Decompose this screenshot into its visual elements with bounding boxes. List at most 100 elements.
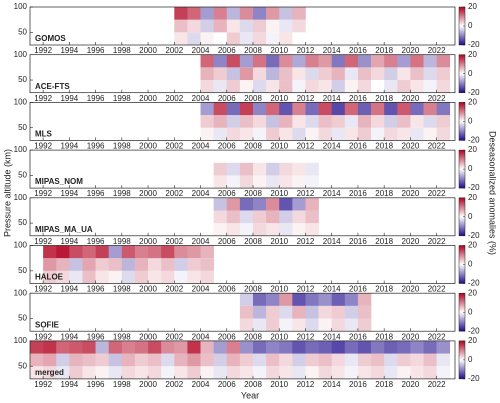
heatmap-cell [371, 115, 385, 128]
heatmap-cell [239, 175, 254, 189]
heatmap-cell [292, 102, 306, 116]
x-tick-label: 2010 [270, 94, 288, 103]
heatmap-cell [305, 293, 319, 306]
heatmap-cell [279, 102, 293, 116]
x-tick-label: 1994 [60, 380, 78, 389]
colorbar-tick-label: -20 [468, 183, 480, 192]
x-tick-label: 2014 [323, 237, 341, 246]
colorbar-tick-label: 0 [468, 69, 473, 78]
heatmap-cell [305, 162, 319, 176]
x-tick-label: 2016 [349, 189, 367, 198]
y-axis-label: Pressure altitude (km) [2, 149, 12, 237]
heatmap-cell [292, 223, 306, 236]
heatmap-cell [213, 366, 228, 379]
heatmap-cell [134, 258, 149, 271]
heatmap-cell [344, 318, 359, 332]
colorbar-tick-label: 20 [468, 2, 477, 11]
y-tick-label: 100 [14, 193, 28, 202]
heatmap-cell [266, 115, 280, 128]
heatmap-cell [239, 197, 254, 211]
heatmap-cell [108, 340, 123, 354]
heatmap-cell [121, 258, 136, 271]
heatmap-cell [213, 127, 228, 141]
panel-name: MLS [35, 130, 53, 139]
heatmap-cell [69, 270, 83, 284]
panel-name: GOMOS [35, 34, 66, 43]
heatmap-cell [357, 305, 372, 319]
x-tick-label: 2018 [375, 285, 393, 294]
heatmap-cell [318, 366, 332, 379]
colorbar-tick-label: 0 [468, 355, 473, 364]
heatmap-cell [397, 353, 411, 367]
heatmap-cell [266, 162, 280, 176]
x-tick-label: 1998 [113, 237, 131, 246]
x-tick-label: 2018 [375, 94, 393, 103]
heatmap-cell [292, 305, 306, 319]
heatmap-cell [252, 32, 267, 45]
heatmap-cell [436, 115, 451, 128]
heatmap-cell [134, 366, 149, 379]
x-tick-label: 1996 [87, 332, 105, 341]
x-tick-label: 1996 [87, 237, 105, 246]
heatmap-cell [266, 197, 280, 211]
x-tick-label: 2022 [428, 46, 446, 55]
x-tick-label: 1998 [113, 285, 131, 294]
heatmap-cell [239, 162, 254, 176]
y-tick-label: 100 [14, 50, 28, 59]
x-tick-label: 2008 [244, 332, 262, 341]
y-tick-label: 100 [14, 98, 28, 107]
heatmap-cell [279, 175, 293, 189]
x-tick-label: 2020 [402, 46, 420, 55]
heatmap-cell [187, 7, 201, 20]
heatmap-cell [423, 340, 437, 354]
y-tick-label: 50 [18, 361, 27, 370]
heatmap-cell [200, 19, 214, 33]
heatmap-cell [292, 127, 306, 141]
heatmap-cell [161, 353, 175, 367]
heatmap-cell [43, 245, 57, 259]
x-tick-label: 2002 [165, 237, 183, 246]
x-tick-label: 1998 [113, 94, 131, 103]
heatmap-cell [305, 80, 319, 93]
heatmap-cell [344, 340, 359, 354]
x-tick-label: 2000 [139, 94, 157, 103]
heatmap-cell [266, 223, 280, 236]
heatmap-cell [239, 102, 254, 116]
y-tick-label: 50 [18, 266, 27, 275]
heatmap-cell [252, 353, 267, 367]
heatmap-cell [187, 340, 201, 354]
x-tick-label: 1994 [60, 237, 78, 246]
heatmap-cell [239, 340, 254, 354]
x-tick-label: 2006 [218, 142, 236, 151]
heatmap-cell [187, 270, 201, 284]
heatmap-cell [292, 7, 306, 20]
x-tick-label: 2000 [139, 380, 157, 389]
heatmap-cell [357, 366, 372, 379]
heatmap-cell [331, 102, 346, 116]
x-tick-label: 2018 [375, 46, 393, 55]
heatmap-cell [292, 293, 306, 306]
heatmap-cell [213, 223, 228, 236]
heatmap-cell [200, 340, 214, 354]
heatmap-cell [200, 353, 214, 367]
heatmap-cell [305, 54, 319, 68]
heatmap-cell [252, 197, 267, 211]
heatmap-cell [252, 305, 267, 319]
panel-name: SOFIE [35, 320, 60, 329]
x-tick-label: 2018 [375, 332, 393, 341]
x-tick-label: 2010 [270, 285, 288, 294]
heatmap-cell [305, 366, 319, 379]
heatmap-cell [279, 210, 293, 224]
x-tick-label: 2018 [375, 380, 393, 389]
heatmap-cell [397, 340, 411, 354]
panel-name: HALOE [35, 273, 64, 282]
heatmap-cell [305, 223, 319, 236]
heatmap-cell [410, 54, 424, 68]
heatmap-cell [397, 366, 411, 379]
x-tick-label: 2020 [402, 285, 420, 294]
heatmap-cell [239, 353, 254, 367]
heatmap-cell [292, 366, 306, 379]
heatmap-cell [357, 127, 372, 141]
x-tick-label: 2014 [323, 189, 341, 198]
heatmap-cell [95, 340, 110, 354]
